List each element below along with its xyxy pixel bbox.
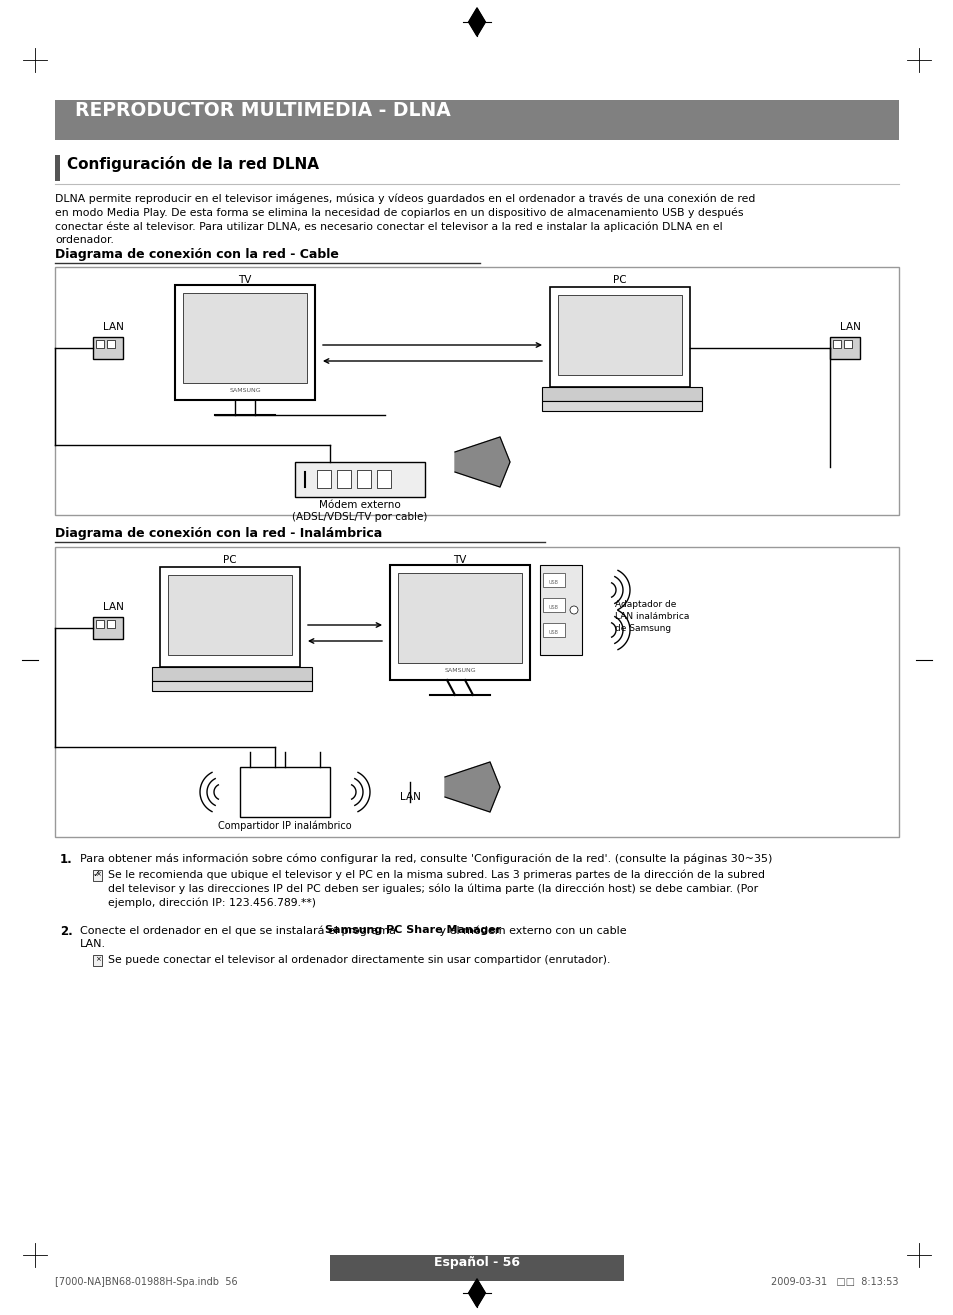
Bar xyxy=(55,155,60,181)
Bar xyxy=(294,462,424,497)
Bar xyxy=(542,573,564,586)
Text: TV: TV xyxy=(453,555,466,565)
Bar xyxy=(55,547,898,838)
Text: [7000-NA]BN68-01988H-Spa.indb  56: [7000-NA]BN68-01988H-Spa.indb 56 xyxy=(55,1277,237,1287)
Text: REPRODUCTOR MULTIMEDIA - DLNA: REPRODUCTOR MULTIMEDIA - DLNA xyxy=(75,101,450,120)
Text: PC: PC xyxy=(613,275,626,285)
Bar xyxy=(240,767,330,817)
Text: conectar éste al televisor. Para utilizar DLNA, es necesario conectar el televis: conectar éste al televisor. Para utiliza… xyxy=(55,221,721,231)
Polygon shape xyxy=(455,437,510,487)
Text: SAMSUNG: SAMSUNG xyxy=(229,388,260,393)
Text: Diagrama de conexión con la red - Cable: Diagrama de conexión con la red - Cable xyxy=(55,249,338,260)
Bar xyxy=(542,623,564,636)
Text: LAN: LAN xyxy=(103,602,123,611)
Text: LAN.: LAN. xyxy=(80,939,106,949)
Bar xyxy=(160,567,299,667)
Text: de Samsung: de Samsung xyxy=(615,625,670,633)
Text: en modo Media Play. De esta forma se elimina la necesidad de copiarlos en un dis: en modo Media Play. De esta forma se eli… xyxy=(55,206,742,217)
Bar xyxy=(558,295,681,375)
Text: (ADSL/VDSL/TV por cable): (ADSL/VDSL/TV por cable) xyxy=(292,512,427,522)
Bar xyxy=(376,469,391,488)
Text: Configuración de la red DLNA: Configuración de la red DLNA xyxy=(67,156,318,172)
Text: Adaptador de: Adaptador de xyxy=(615,600,676,609)
Polygon shape xyxy=(468,1279,485,1307)
Bar xyxy=(390,565,530,680)
Bar xyxy=(316,469,331,488)
Polygon shape xyxy=(468,8,485,36)
Bar xyxy=(152,681,312,690)
Text: LAN: LAN xyxy=(839,322,860,331)
Bar xyxy=(541,387,701,401)
Bar xyxy=(183,293,307,383)
Text: PC: PC xyxy=(223,555,236,565)
Bar xyxy=(152,667,312,681)
Bar xyxy=(92,871,102,881)
Bar xyxy=(330,1255,623,1281)
Bar xyxy=(92,955,102,967)
Text: 2.: 2. xyxy=(60,924,72,938)
Text: USB: USB xyxy=(548,605,558,610)
Text: Conecte el ordenador en el que se instalará el programa: Conecte el ordenador en el que se instal… xyxy=(80,924,399,935)
Bar xyxy=(168,575,292,655)
Bar xyxy=(356,469,371,488)
Bar xyxy=(539,565,581,655)
Text: ordenador.: ordenador. xyxy=(55,235,113,245)
Bar xyxy=(550,287,689,387)
Bar xyxy=(96,341,104,348)
Bar xyxy=(92,617,123,639)
Text: USB: USB xyxy=(548,630,558,635)
Text: Para obtener más información sobre cómo configurar la red, consulte 'Configuraci: Para obtener más información sobre cómo … xyxy=(80,853,772,864)
Text: 2009-03-31   □□  8:13:53: 2009-03-31 □□ 8:13:53 xyxy=(771,1277,898,1287)
Text: DLNA permite reproducir en el televisor imágenes, música y vídeos guardados en e: DLNA permite reproducir en el televisor … xyxy=(55,193,755,204)
Text: Compartidor IP inalámbrico: Compartidor IP inalámbrico xyxy=(218,821,352,831)
Bar xyxy=(843,341,851,348)
Text: Samsung PC Share Manager: Samsung PC Share Manager xyxy=(325,924,501,935)
Bar xyxy=(174,285,314,400)
Text: ✓: ✓ xyxy=(92,869,101,878)
Text: Módem externo: Módem externo xyxy=(319,500,400,510)
Text: 1.: 1. xyxy=(60,853,72,867)
Text: LAN inalámbrica: LAN inalámbrica xyxy=(615,611,689,621)
Bar xyxy=(542,598,564,611)
Circle shape xyxy=(569,606,578,614)
Text: Se puede conectar el televisor al ordenador directamente sin usar compartidor (e: Se puede conectar el televisor al ordena… xyxy=(108,955,610,965)
Text: LAN: LAN xyxy=(103,322,123,331)
Text: ×: × xyxy=(95,871,101,877)
Bar xyxy=(55,100,898,139)
Text: Español - 56: Español - 56 xyxy=(434,1256,519,1269)
Text: SAMSUNG: SAMSUNG xyxy=(444,668,476,673)
Text: LAN: LAN xyxy=(399,792,420,802)
Bar xyxy=(107,619,115,629)
Bar xyxy=(92,337,123,359)
Bar xyxy=(55,267,898,515)
Text: USB: USB xyxy=(548,580,558,585)
Text: y el módem externo con un cable: y el módem externo con un cable xyxy=(436,924,625,935)
Bar xyxy=(336,469,351,488)
Text: ×: × xyxy=(95,956,101,963)
Bar xyxy=(829,337,859,359)
Text: ejemplo, dirección IP: 123.456.789.**): ejemplo, dirección IP: 123.456.789.**) xyxy=(108,897,315,907)
Text: Diagrama de conexión con la red - Inalámbrica: Diagrama de conexión con la red - Inalám… xyxy=(55,527,382,540)
Bar xyxy=(832,341,841,348)
Bar xyxy=(96,619,104,629)
Bar xyxy=(107,341,115,348)
Bar xyxy=(541,401,701,412)
Text: Se le recomienda que ubique el televisor y el PC en la misma subred. Las 3 prime: Se le recomienda que ubique el televisor… xyxy=(108,869,764,880)
Polygon shape xyxy=(444,761,499,811)
Text: TV: TV xyxy=(238,275,252,285)
Bar xyxy=(397,573,521,663)
Text: del televisor y las direcciones IP del PC deben ser iguales; sólo la última part: del televisor y las direcciones IP del P… xyxy=(108,882,758,893)
